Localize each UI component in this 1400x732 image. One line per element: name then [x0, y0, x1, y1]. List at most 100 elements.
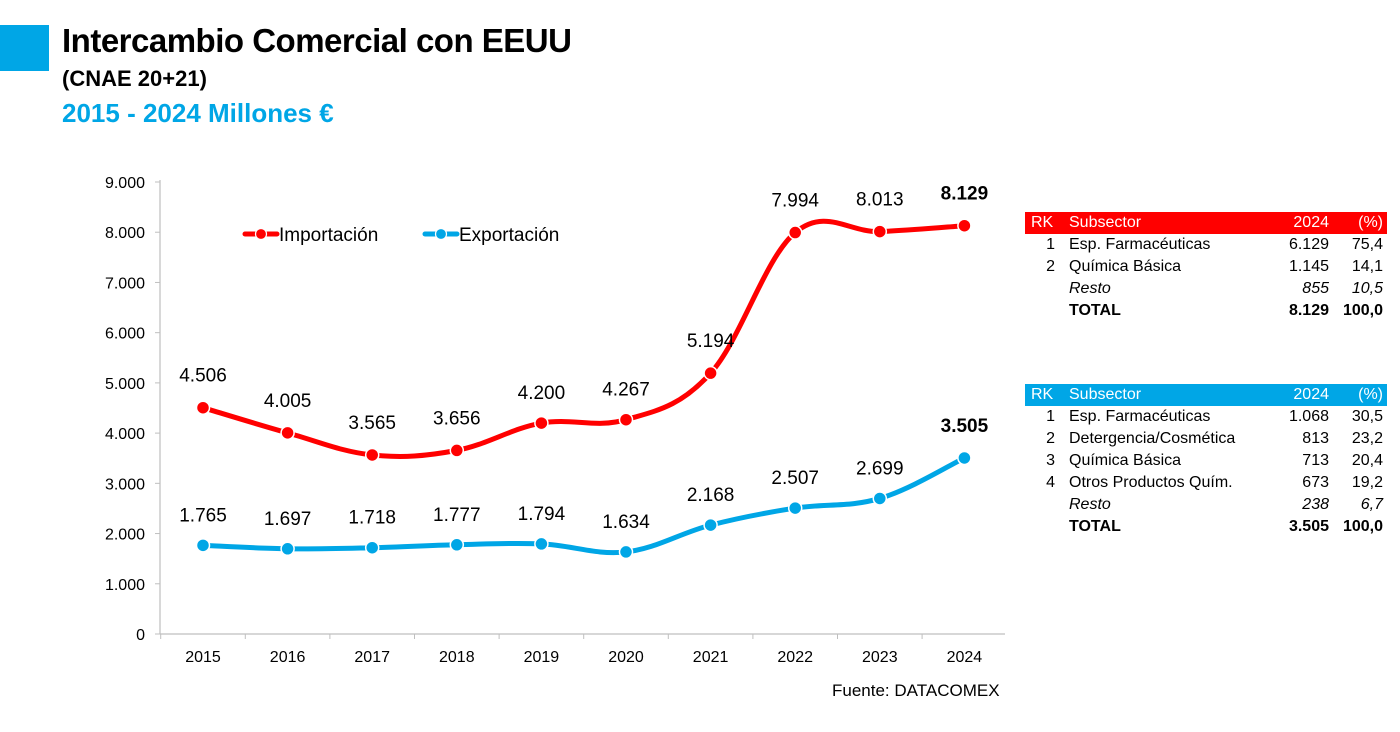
row-pct: 30,5 — [1351, 408, 1383, 425]
header-subsector: Subsector — [1069, 386, 1142, 403]
import-point — [703, 365, 718, 381]
row-value: 6.129 — [1288, 236, 1329, 253]
export-data-label: 1.777 — [433, 505, 481, 526]
x-tick-label: 2021 — [693, 649, 729, 666]
export-data-label: 1.697 — [264, 509, 312, 530]
row-subsector: Resto — [1069, 280, 1111, 297]
source-note: Fuente: DATACOMEX — [832, 681, 1000, 700]
row-pct: 23,2 — [1351, 430, 1383, 447]
export-point — [872, 491, 888, 506]
import-data-label: 4.200 — [518, 383, 566, 404]
row-rank: 1 — [1046, 408, 1055, 425]
row-rank: 2 — [1046, 430, 1055, 447]
row-pct: 14,1 — [1351, 258, 1383, 275]
row-value: 3.505 — [1288, 518, 1329, 535]
y-tick-label: 6.000 — [105, 326, 145, 343]
y-tick-label: 0 — [136, 627, 145, 644]
row-subsector: Química Básica — [1069, 258, 1182, 275]
export-point — [280, 541, 295, 557]
y-tick-label: 5.000 — [105, 376, 145, 393]
export-point — [449, 537, 465, 553]
export-series-line — [200, 455, 967, 556]
import-point — [787, 225, 803, 240]
table-row: 3 Química Básica 713 20,4 — [1025, 450, 1387, 472]
row-value: 1.068 — [1288, 408, 1329, 425]
row-rank: 1 — [1046, 236, 1055, 253]
table-row: Resto 238 6,7 — [1025, 494, 1387, 516]
table-row: 1 Esp. Farmacéuticas 1.068 30,5 — [1025, 406, 1387, 428]
row-value: 713 — [1302, 452, 1329, 469]
export-data-label: 1.765 — [179, 505, 227, 526]
y-tick-label: 2.000 — [105, 527, 145, 544]
table-row: TOTAL 8.129 100,0 — [1025, 300, 1387, 322]
export-point — [703, 517, 718, 533]
row-pct: 19,2 — [1351, 474, 1383, 491]
import-subsector-table: RK Subsector 2024 (%) 1 Esp. Farmacéuticas 6.1… — [1025, 212, 1387, 322]
y-tick-label: 1.000 — [105, 577, 145, 594]
table-row: Resto 855 10,5 — [1025, 278, 1387, 300]
row-subsector: TOTAL — [1069, 302, 1121, 319]
export-data-label: 1.718 — [348, 508, 396, 529]
import-data-label: 8.013 — [856, 190, 904, 211]
row-value: 1.145 — [1288, 258, 1329, 275]
x-tick-label: 2015 — [185, 649, 221, 666]
x-tick-label: 2018 — [439, 649, 475, 666]
header-year: 2024 — [1293, 214, 1329, 231]
import-data-label: 3.565 — [348, 413, 396, 434]
x-tick-label: 2020 — [608, 649, 644, 666]
accent-box — [0, 25, 49, 71]
export-point — [787, 500, 803, 516]
x-tick-label: 2017 — [354, 649, 390, 666]
import-point — [364, 447, 380, 463]
export-data-label: 2.699 — [856, 458, 904, 479]
import-data-label: 8.129 — [941, 184, 989, 205]
row-subsector: Detergencia/Cosmética — [1069, 430, 1236, 447]
export-legend-marker — [434, 227, 448, 241]
export-point — [195, 538, 211, 553]
row-subsector: Química Básica — [1069, 452, 1182, 469]
import-legend-label: Importación — [279, 225, 378, 246]
header-rk: RK — [1031, 386, 1054, 403]
row-rank: 4 — [1046, 474, 1055, 491]
import-data-label: 3.656 — [433, 408, 481, 429]
import-point — [872, 224, 888, 239]
y-tick-label: 3.000 — [105, 476, 145, 493]
x-tick-label: 2016 — [270, 649, 306, 666]
table-header: RK Subsector 2024 (%) — [1025, 212, 1387, 234]
header-year: 2024 — [1293, 386, 1329, 403]
import-point — [195, 400, 211, 415]
x-tick-label: 2023 — [862, 649, 898, 666]
row-rank: 3 — [1046, 452, 1055, 469]
row-subsector: Esp. Farmacéuticas — [1069, 236, 1211, 253]
import-legend-marker — [254, 227, 268, 241]
table-header: RK Subsector 2024 (%) — [1025, 384, 1387, 406]
row-value: 8.129 — [1288, 302, 1329, 319]
y-tick-label: 9.000 — [105, 175, 145, 192]
export-data-label: 3.505 — [941, 416, 989, 437]
header-pct: (%) — [1358, 214, 1383, 231]
y-tick-label: 4.000 — [105, 426, 145, 443]
row-value: 855 — [1302, 280, 1329, 297]
export-legend-label: Exportación — [459, 225, 559, 246]
y-tick-label: 8.000 — [105, 225, 145, 242]
import-data-label: 5.194 — [687, 331, 735, 352]
row-subsector: Otros Productos Quím. — [1069, 474, 1233, 491]
import-point — [534, 415, 549, 431]
header-subsector: Subsector — [1069, 214, 1142, 231]
export-subsector-table: RK Subsector 2024 (%) 1 Esp. Farmacéuticas 1.0… — [1025, 384, 1387, 538]
export-data-label: 1.794 — [518, 504, 566, 525]
export-data-label: 2.168 — [687, 485, 735, 506]
import-point — [618, 412, 634, 427]
import-data-label: 4.267 — [602, 380, 650, 401]
export-point — [957, 450, 972, 466]
row-value: 238 — [1302, 496, 1329, 513]
row-pct: 75,4 — [1351, 236, 1383, 253]
import-series-line — [200, 218, 967, 459]
table-row: 4 Otros Productos Quím. 673 19,2 — [1025, 472, 1387, 494]
export-data-label: 2.507 — [771, 468, 819, 489]
row-value: 673 — [1302, 474, 1329, 491]
x-tick-label: 2019 — [524, 649, 560, 666]
export-data-label: 1.634 — [602, 512, 650, 533]
table-row: 2 Detergencia/Cosmética 813 23,2 — [1025, 428, 1387, 450]
row-rank: 2 — [1046, 258, 1055, 275]
